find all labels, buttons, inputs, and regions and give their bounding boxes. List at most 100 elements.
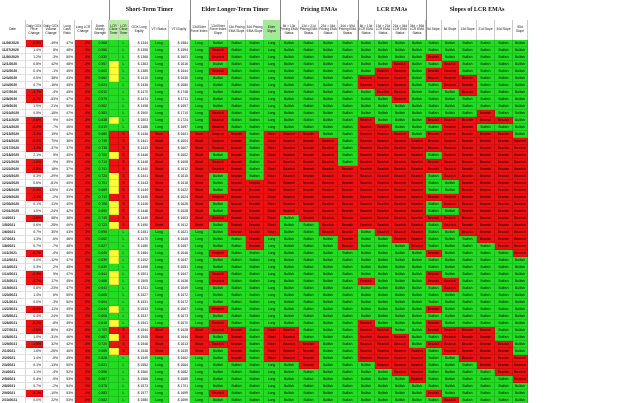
status-cell: Bullish	[513, 96, 528, 103]
elder-cell: Short	[190, 131, 209, 138]
date-cell: 12/31/2020	[0, 208, 26, 215]
elder-cell: Bearish	[209, 138, 228, 145]
column-header[interactable]: Long LCR Change	[75, 20, 92, 40]
column-header[interactable]: 55d Slope	[513, 20, 528, 40]
status-cell: Bearish	[426, 54, 442, 61]
lcr-close-timer-signal-cell: S	[119, 138, 129, 145]
column-header[interactable]: VTI Equity	[169, 20, 190, 40]
lcr-close-timer-cell	[109, 131, 119, 138]
daily-value-cell: 0.624	[92, 82, 109, 89]
status-cell: Bearish	[513, 229, 528, 236]
status-cell: Bullish	[495, 285, 513, 292]
status-cell: Bullish	[495, 40, 513, 47]
column-header[interactable]: Daily GOX Price Change	[26, 20, 43, 40]
status-cell: Bullish	[477, 299, 495, 306]
column-header[interactable]: Daily GOX Volume Change	[43, 20, 60, 40]
column-header[interactable]: GOX Long Equity	[129, 20, 150, 40]
status-cell: Bullish	[459, 236, 477, 243]
status-cell: Bullish	[477, 243, 495, 250]
column-header[interactable]: 13d Slope	[459, 20, 477, 40]
status-cell: Bearish	[338, 187, 358, 194]
column-header[interactable]: 34d Slope	[495, 20, 513, 40]
lcr-close-timer-cell	[109, 54, 119, 61]
lcr-close-timer-cell	[109, 201, 119, 208]
status-cell: Bearish	[426, 320, 442, 327]
daily-value-cell: 1.4%	[26, 47, 43, 54]
column-header[interactable]: 13d Pricing EMA Slope	[228, 20, 246, 40]
elder-cell: Bullish	[209, 334, 228, 341]
status-cell: Bearish	[375, 362, 392, 369]
status-cell: Bearish	[442, 159, 459, 166]
date-cell: 1/22/2021	[0, 306, 26, 313]
status-cell: Bullish	[280, 110, 299, 117]
column-header[interactable]: 8d > 13d Pricing EMA Status	[280, 20, 299, 40]
elder-cell: Bullish	[246, 264, 264, 271]
column-header[interactable]: 13d Elder Force Index Slope	[209, 20, 228, 40]
column-header[interactable]: 34d > 55d LCR EMA Status	[409, 20, 426, 40]
status-cell: Bearish	[409, 208, 426, 215]
status-cell: Bearish	[375, 341, 392, 348]
column-header[interactable]: Elder Signal	[264, 20, 280, 40]
elder-cell: Bullish	[228, 68, 246, 75]
elder-cell: Short	[264, 348, 280, 355]
status-cell: Bullish	[442, 264, 459, 271]
elder-cell: Long	[190, 292, 209, 299]
column-header[interactable]: 8d > 13d LCR EMA Status	[358, 20, 375, 40]
column-header[interactable]: LCR Close Timer	[109, 20, 119, 40]
elder-cell: Bearish	[228, 355, 246, 362]
column-header[interactable]: 21d > 34d LCR EMA Status	[392, 20, 409, 40]
daily-value-cell: 0.627	[92, 243, 109, 250]
status-cell: Bullish	[375, 271, 392, 278]
daily-value-cell: 1.1%	[26, 369, 43, 376]
column-header[interactable]: 8d Slope	[442, 20, 459, 40]
column-header[interactable]: 34d Pricing EMA Slope	[246, 20, 264, 40]
status-cell: Bullish	[338, 124, 358, 131]
gox-long-equity-cell: $ 1448	[129, 208, 150, 215]
elder-cell: Bullish	[209, 152, 228, 159]
status-cell: Bullish	[358, 362, 375, 369]
column-header[interactable]: Date	[0, 20, 26, 40]
column-header[interactable]: 5d Slope	[426, 20, 442, 40]
status-cell: Bullish	[358, 257, 375, 264]
elder-cell: Bearish	[246, 236, 264, 243]
column-header[interactable]: 13d > 21d LCR EMA Status	[375, 20, 392, 40]
status-cell: Bearish	[477, 208, 495, 215]
status-cell: Bearish	[513, 243, 528, 250]
daily-value-cell: -1%	[75, 271, 92, 278]
vti-equity-cell: $ 1626	[169, 201, 190, 208]
status-cell: Bearish	[358, 145, 375, 152]
status-cell: Bullish	[459, 68, 477, 75]
status-cell: Bullish	[495, 82, 513, 89]
vti-status-cell: Long	[150, 271, 169, 278]
status-cell: Bullish	[375, 313, 392, 320]
gox-long-equity-cell: $ 1533	[129, 306, 150, 313]
column-header[interactable]: VTI Status	[150, 20, 169, 40]
daily-value-cell: -16%	[43, 82, 60, 89]
column-header[interactable]: 13d Elder Force Index	[190, 20, 209, 40]
vti-equity-cell: $ 1657	[169, 243, 190, 250]
elder-cell: Short	[190, 194, 209, 201]
column-header[interactable]: Dumb Money Strength	[92, 20, 109, 40]
elder-cell: Short	[190, 180, 209, 187]
column-header[interactable]: LCR Close Timer	[119, 20, 129, 40]
status-cell: Bearish	[409, 222, 426, 229]
status-cell: Bearish	[392, 173, 409, 180]
elder-cell: Short	[264, 159, 280, 166]
daily-value-cell: 1.4%	[26, 355, 43, 362]
lcr-close-timer-signal-cell: L	[119, 299, 129, 306]
column-header[interactable]: 13d > 21d Pricing EMA Status	[299, 20, 319, 40]
column-header[interactable]: 34d > 55d Pricing EMA Status	[338, 20, 358, 40]
daily-value-cell: 0.641	[92, 271, 109, 278]
daily-value-cell: 0.690	[92, 208, 109, 215]
column-header[interactable]: 21d Slope	[477, 20, 495, 40]
status-cell: Bullish	[409, 68, 426, 75]
status-cell: Bearish	[319, 194, 338, 201]
status-cell: Bullish	[280, 229, 299, 236]
gox-long-equity-cell: $ 1470	[129, 236, 150, 243]
vti-status-cell: Long	[150, 264, 169, 271]
lcr-close-timer-cell	[109, 215, 119, 222]
column-header[interactable]: Long Cash Ratio	[60, 20, 75, 40]
gox-long-equity-cell: $ 1446	[129, 152, 150, 159]
column-header[interactable]: 21d > 34d Pricing EMA Status	[319, 20, 338, 40]
vti-equity-cell: $ 1628	[169, 208, 190, 215]
